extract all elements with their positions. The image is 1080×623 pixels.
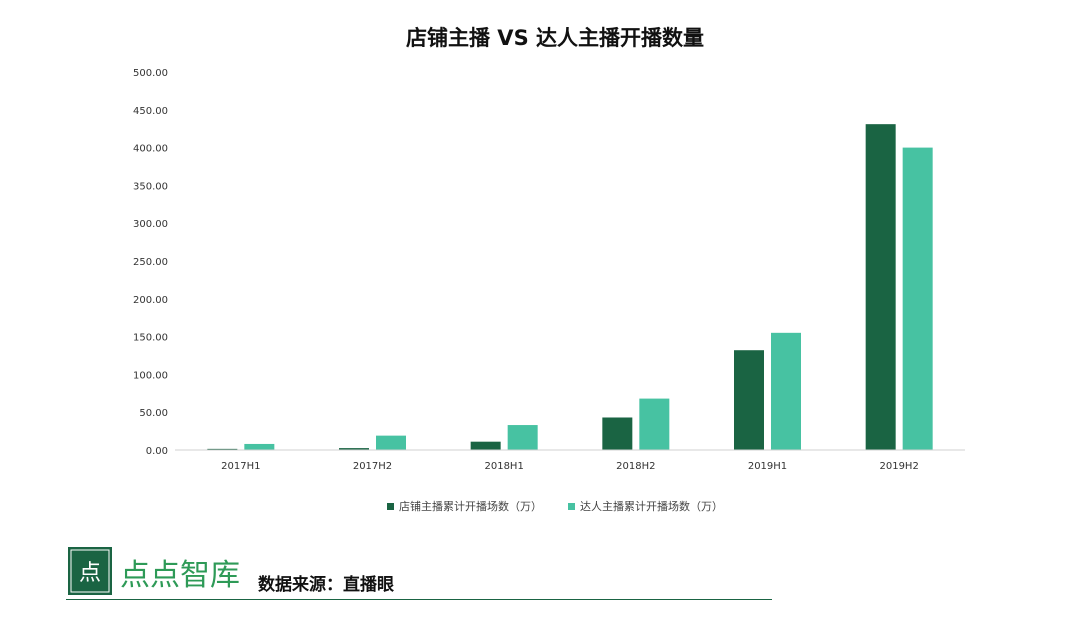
bar-store-2019H1	[734, 350, 764, 450]
bar-store-2018H1	[470, 441, 501, 450]
y-tick-label: 50.00	[139, 408, 168, 419]
logo-glyph: 点	[79, 561, 101, 586]
legend-item-influencer: 达人主播累计开播场数（万）	[568, 498, 723, 514]
footer-divider	[66, 599, 772, 600]
x-tick-label: 2019H2	[879, 461, 918, 472]
y-tick-label: 500.00	[133, 68, 168, 79]
x-tick-label: 2018H2	[616, 461, 655, 472]
legend-swatch-store	[387, 502, 394, 510]
y-tick-label: 200.00	[133, 295, 168, 306]
bar-influencer-2017H2	[376, 435, 406, 450]
y-tick-label: 350.00	[133, 181, 168, 192]
x-tick-label: 2017H2	[353, 461, 392, 472]
legend-item-store: 店铺主播累计开播场数（万）	[387, 498, 542, 514]
y-tick-label: 100.00	[133, 370, 168, 381]
bar-influencer-2018H1	[507, 425, 538, 450]
y-tick-label: 250.00	[133, 257, 168, 268]
data-source: 数据来源：直播眼	[258, 575, 394, 595]
x-tick-label: 2019H1	[748, 461, 787, 472]
x-tick-label: 2018H1	[484, 461, 523, 472]
brand-name: 点点智库	[120, 558, 240, 593]
legend-label-influencer: 达人主播累计开播场数（万）	[580, 500, 723, 513]
y-tick-label: 450.00	[133, 106, 168, 117]
x-tick-label: 2017H1	[221, 461, 260, 472]
brand-logo: 点	[68, 547, 112, 595]
bars	[207, 124, 933, 450]
bar-influencer-2018H2	[639, 398, 670, 450]
bar-influencer-2017H1	[244, 443, 275, 450]
legend-swatch-influencer	[568, 502, 575, 510]
bar-influencer-2019H2	[902, 147, 933, 450]
y-axis-labels: 0.00 50.00 100.00 150.00 200.00 250.00 300.00 3…	[133, 68, 168, 457]
y-tick-label: 0.00	[146, 446, 168, 457]
bar-influencer-2019H1	[771, 332, 801, 450]
y-tick-label: 150.00	[133, 333, 168, 344]
legend-label-store: 店铺主播累计开播场数（万）	[399, 500, 542, 513]
logo-icon: 点	[70, 549, 110, 593]
chart-legend: 店铺主播累计开播场数（万） 达人主播累计开播场数（万）	[0, 498, 1080, 514]
x-axis-labels: 2017H1 2017H2 2018H1 2018H2 2019H1 2019H2	[221, 461, 919, 472]
bar-store-2019H2	[865, 124, 896, 450]
chart-title: 店铺主播 VS 达人主播开播数量	[406, 26, 704, 50]
y-tick-label: 300.00	[133, 219, 168, 230]
y-tick-label: 400.00	[133, 144, 168, 155]
bar-store-2017H1	[207, 448, 238, 450]
bar-store-2017H2	[339, 448, 369, 450]
bar-store-2018H2	[602, 417, 633, 450]
